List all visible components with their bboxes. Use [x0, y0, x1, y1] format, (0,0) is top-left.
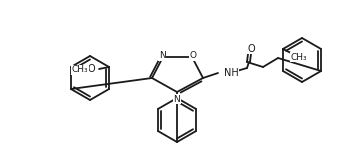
Text: N: N — [159, 52, 165, 61]
Text: O: O — [189, 52, 197, 61]
Text: CH₃: CH₃ — [291, 52, 307, 62]
Text: CH₃: CH₃ — [72, 66, 88, 75]
Text: N: N — [174, 94, 180, 104]
Text: O: O — [247, 44, 255, 54]
Text: O: O — [87, 64, 95, 74]
Text: NH: NH — [224, 68, 239, 78]
